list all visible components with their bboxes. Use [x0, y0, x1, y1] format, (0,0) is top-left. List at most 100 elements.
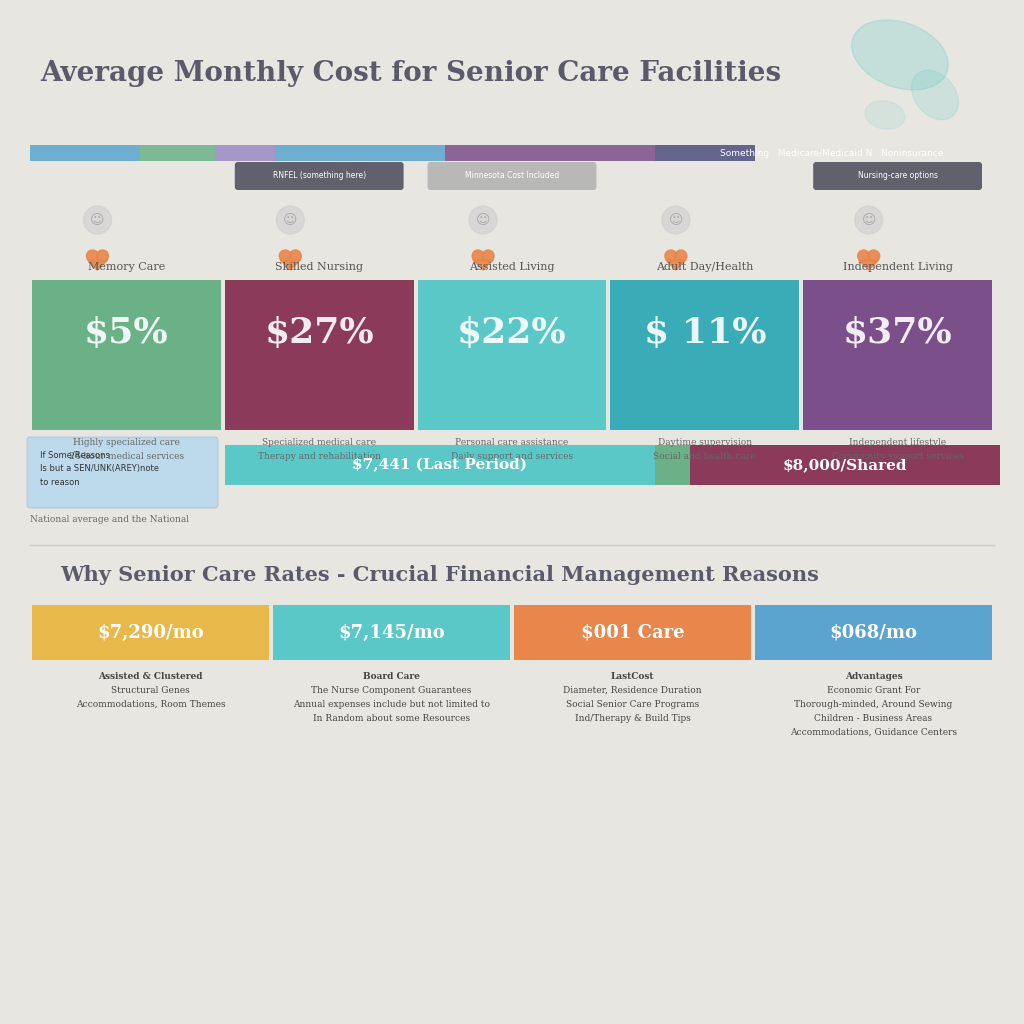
- Circle shape: [482, 250, 495, 262]
- Text: $37%: $37%: [843, 315, 952, 349]
- Text: National average and the National: National average and the National: [30, 515, 189, 524]
- Text: LastCost: LastCost: [610, 672, 654, 681]
- FancyBboxPatch shape: [690, 445, 1000, 485]
- Text: ☺: ☺: [283, 213, 298, 227]
- FancyBboxPatch shape: [655, 145, 755, 161]
- Text: Board Care: Board Care: [364, 672, 420, 681]
- Text: Advantages: Advantages: [845, 672, 902, 681]
- Circle shape: [290, 250, 301, 262]
- FancyBboxPatch shape: [273, 605, 510, 660]
- Text: ☺: ☺: [861, 213, 876, 227]
- FancyBboxPatch shape: [428, 162, 596, 190]
- FancyBboxPatch shape: [610, 280, 799, 430]
- Text: 24-hour medical services: 24-hour medical services: [69, 452, 184, 461]
- Text: $7,145/mo: $7,145/mo: [338, 624, 444, 641]
- Text: RNFEL (something here): RNFEL (something here): [272, 171, 366, 180]
- Text: Minnesota Cost Included: Minnesota Cost Included: [465, 171, 559, 180]
- Text: $8,000/Shared: $8,000/Shared: [782, 458, 907, 472]
- Text: Therapy and rehabilitation: Therapy and rehabilitation: [258, 452, 381, 461]
- Polygon shape: [87, 260, 108, 270]
- Ellipse shape: [911, 71, 958, 120]
- Text: The Nurse Component Guarantees: The Nurse Component Guarantees: [311, 686, 472, 695]
- Text: Economic Grant For: Economic Grant For: [826, 686, 921, 695]
- FancyBboxPatch shape: [813, 162, 982, 190]
- Circle shape: [280, 250, 291, 262]
- Text: $7,290/mo: $7,290/mo: [97, 624, 204, 641]
- Text: Daytime supervision: Daytime supervision: [657, 438, 752, 447]
- Circle shape: [662, 206, 690, 234]
- Text: Annual expenses include but not limited to: Annual expenses include but not limited …: [293, 700, 490, 709]
- Text: Structural Genes: Structural Genes: [112, 686, 189, 695]
- Circle shape: [858, 250, 869, 262]
- FancyBboxPatch shape: [418, 280, 606, 430]
- Text: If Some/Reasons: If Some/Reasons: [40, 450, 110, 459]
- Circle shape: [86, 250, 98, 262]
- FancyBboxPatch shape: [225, 280, 414, 430]
- Text: Thorough-minded, Around Sewing: Thorough-minded, Around Sewing: [795, 700, 952, 709]
- FancyBboxPatch shape: [445, 145, 655, 161]
- Text: Independent lifestyle: Independent lifestyle: [849, 438, 946, 447]
- Text: $22%: $22%: [457, 315, 567, 349]
- Text: ☺: ☺: [669, 213, 683, 227]
- Text: Independent Living: Independent Living: [843, 262, 952, 272]
- Text: Personal care assistance: Personal care assistance: [456, 438, 568, 447]
- FancyBboxPatch shape: [803, 280, 992, 430]
- FancyBboxPatch shape: [32, 280, 221, 430]
- FancyBboxPatch shape: [215, 145, 275, 161]
- Text: Skilled Nursing: Skilled Nursing: [275, 262, 364, 272]
- Text: Community support services: Community support services: [831, 452, 964, 461]
- Text: $7,441 (Last Period): $7,441 (Last Period): [352, 458, 527, 472]
- FancyBboxPatch shape: [755, 605, 992, 660]
- Ellipse shape: [865, 100, 905, 129]
- Polygon shape: [281, 260, 300, 270]
- Text: Accommodations, Room Themes: Accommodations, Room Themes: [76, 700, 225, 709]
- Text: Memory Care: Memory Care: [88, 262, 165, 272]
- Circle shape: [665, 250, 677, 262]
- Text: Social and health care: Social and health care: [653, 452, 756, 461]
- Text: Is but a SEN/UNK(AREY)note: Is but a SEN/UNK(AREY)note: [40, 464, 159, 473]
- FancyBboxPatch shape: [514, 605, 751, 660]
- Text: Something   Medicare/Medicaid N   Noninsurance: Something Medicare/Medicaid N Noninsuran…: [720, 148, 943, 158]
- Polygon shape: [859, 260, 879, 270]
- FancyBboxPatch shape: [275, 145, 445, 161]
- FancyBboxPatch shape: [655, 445, 690, 485]
- Polygon shape: [473, 260, 494, 270]
- Text: Nursing-care options: Nursing-care options: [858, 171, 938, 180]
- Ellipse shape: [852, 20, 948, 90]
- Circle shape: [276, 206, 304, 234]
- Text: Daily support and services: Daily support and services: [451, 452, 573, 461]
- Circle shape: [867, 250, 880, 262]
- Text: Ind/Therapy & Build Tips: Ind/Therapy & Build Tips: [574, 714, 690, 723]
- Text: Adult Day/Health: Adult Day/Health: [656, 262, 754, 272]
- Text: Children - Business Areas: Children - Business Areas: [814, 714, 933, 723]
- FancyBboxPatch shape: [225, 445, 655, 485]
- Text: In Random about some Resources: In Random about some Resources: [313, 714, 470, 723]
- Circle shape: [855, 206, 883, 234]
- Text: $ 11%: $ 11%: [643, 315, 766, 349]
- FancyBboxPatch shape: [234, 162, 403, 190]
- Circle shape: [84, 206, 112, 234]
- Text: $5%: $5%: [84, 315, 169, 349]
- Text: Assisted Living: Assisted Living: [469, 262, 555, 272]
- Text: ☺: ☺: [90, 213, 104, 227]
- Circle shape: [469, 206, 497, 234]
- FancyBboxPatch shape: [30, 145, 140, 161]
- Text: Average Monthly Cost for Senior Care Facilities: Average Monthly Cost for Senior Care Fac…: [40, 60, 781, 87]
- FancyBboxPatch shape: [27, 437, 218, 508]
- Text: $27%: $27%: [264, 315, 374, 349]
- Text: Diameter, Residence Duration: Diameter, Residence Duration: [563, 686, 701, 695]
- Polygon shape: [666, 260, 686, 270]
- Text: Accommodations, Guidance Centers: Accommodations, Guidance Centers: [790, 728, 957, 737]
- FancyBboxPatch shape: [32, 605, 269, 660]
- Circle shape: [472, 250, 484, 262]
- Text: to reason: to reason: [40, 478, 80, 487]
- Text: ☺: ☺: [476, 213, 490, 227]
- FancyBboxPatch shape: [140, 145, 215, 161]
- Text: Specialized medical care: Specialized medical care: [262, 438, 376, 447]
- Text: Why Senior Care Rates - Crucial Financial Management Reasons: Why Senior Care Rates - Crucial Financia…: [60, 565, 819, 585]
- Text: $068/mo: $068/mo: [829, 624, 918, 641]
- Text: Highly specialized care: Highly specialized care: [73, 438, 180, 447]
- Circle shape: [675, 250, 687, 262]
- Text: $001 Care: $001 Care: [581, 624, 684, 641]
- Circle shape: [96, 250, 109, 262]
